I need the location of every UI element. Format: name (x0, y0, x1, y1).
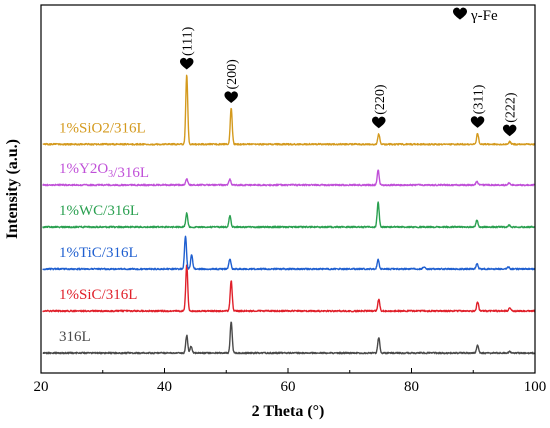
peak-heart-icon-0 (179, 57, 194, 70)
series-label-2: 1%TiC/316L (59, 245, 138, 261)
x-tick-label-20: 20 (34, 379, 49, 395)
x-tick-label-80: 80 (404, 379, 419, 395)
x-tick-label-60: 60 (281, 379, 296, 395)
peak-heart-icon-3 (470, 116, 485, 128)
x-axis-title: 2 Theta (°) (252, 403, 325, 420)
legend: γ-Fe (452, 7, 498, 24)
x-tick-label-100: 100 (524, 379, 547, 395)
series-label-5: 1%SiO2/316L (59, 120, 146, 136)
series-label-4: 1%Y2O3/316L (59, 161, 149, 181)
series-line-5 (42, 74, 536, 146)
legend-label: γ-Fe (470, 8, 498, 24)
x-tick-label-40: 40 (157, 379, 172, 395)
peak-heart-icon-1 (224, 91, 238, 104)
series-line-1 (42, 264, 536, 313)
series-line-4 (42, 169, 536, 187)
series-label-0: 316L (59, 329, 91, 345)
peak-heart-icon-4 (502, 124, 517, 137)
peak-label-4: (222) (504, 92, 519, 123)
series-line-2 (42, 235, 536, 271)
series-labels: 316L 1%SiC/316L 1%TiC/316L 1%WC/316L 1%Y2O3/… (59, 120, 149, 345)
peak-label-3: (311) (472, 84, 487, 114)
y-axis-title: Intensity (a.u.) (4, 139, 21, 239)
peak-heart-icon-2 (372, 116, 386, 129)
series-line-3 (42, 201, 536, 229)
series-line-0 (42, 321, 536, 355)
peak-label-2: (220) (373, 84, 388, 115)
legend-heart-icon (452, 7, 468, 20)
peak-labels: (111) (200) (220) (311) (222) (179, 26, 519, 137)
plot-layer (42, 74, 536, 355)
x-axis: 20 40 60 80 100 (34, 368, 547, 395)
series-label-1: 1%SiC/316L (59, 287, 137, 303)
peak-label-1: (200) (225, 59, 240, 90)
peak-label-0: (111) (181, 26, 196, 56)
plot-frame (40, 4, 536, 374)
series-label-3: 1%WC/316L (59, 203, 139, 219)
